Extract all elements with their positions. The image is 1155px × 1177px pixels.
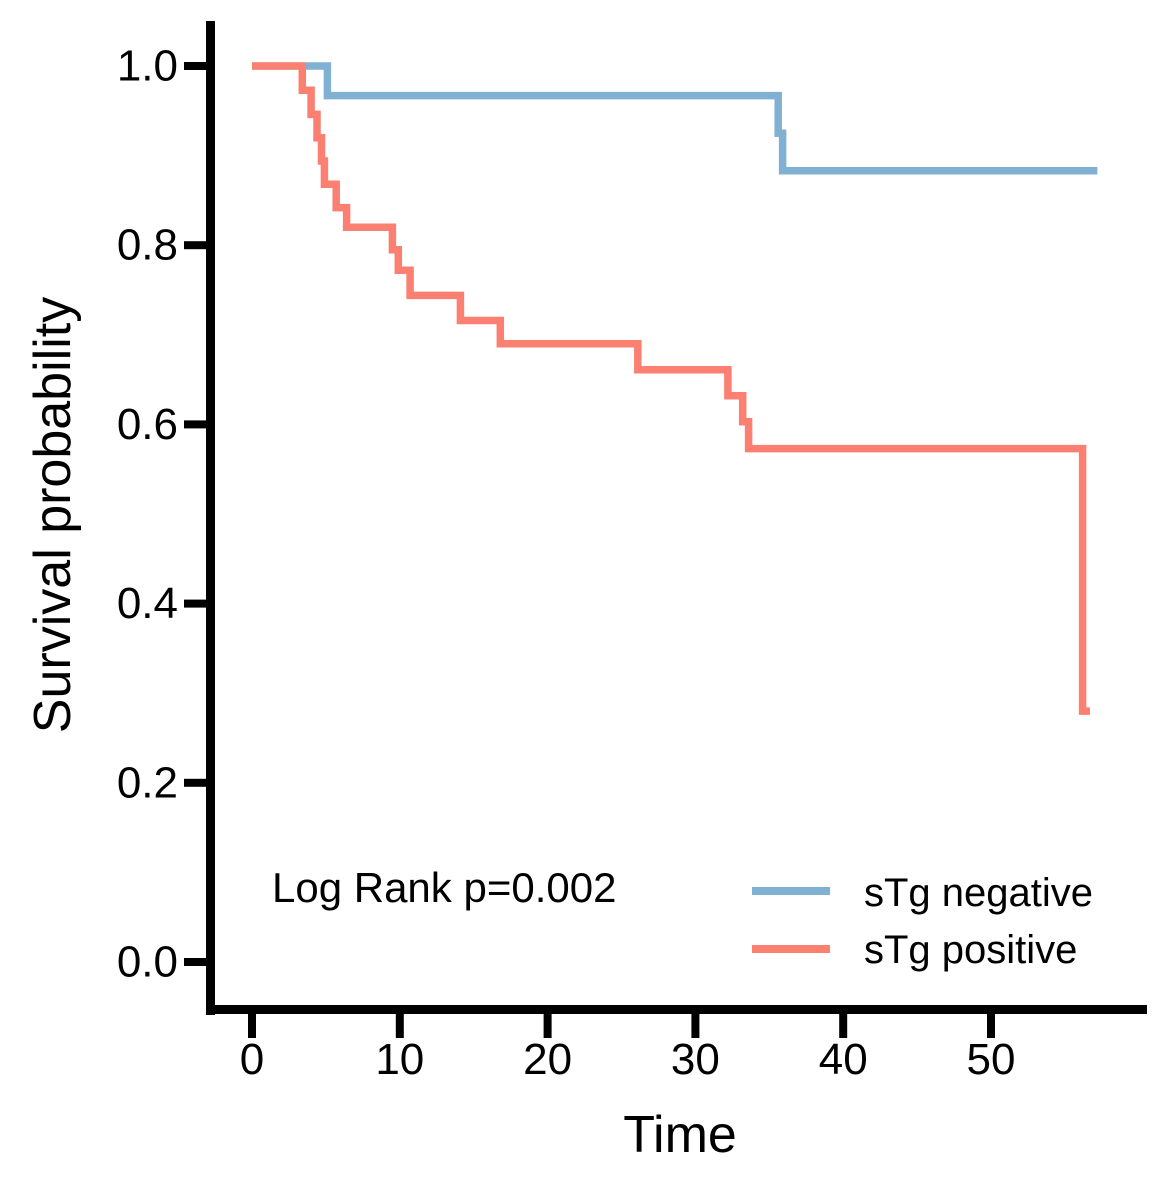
- y-axis-ticks: 0.0 0.2 0.4 0.6 0.8 1.0: [117, 42, 206, 987]
- y-tick-label: 0.2: [117, 758, 178, 807]
- x-tick: [248, 1013, 256, 1038]
- legend-label-stg-negative: sTg negative: [864, 871, 1093, 915]
- log-rank-annotation: Log Rank p=0.002: [272, 864, 616, 911]
- survival-curves: [252, 62, 1098, 715]
- y-tick-label: 0.0: [117, 938, 178, 987]
- x-tick-label: 40: [819, 1035, 868, 1084]
- y-tick: [184, 62, 206, 70]
- y-tick-label: 0.6: [117, 400, 178, 449]
- y-axis-spine: [206, 21, 215, 1015]
- x-axis-title: Time: [623, 1106, 737, 1164]
- x-tick: [839, 1013, 848, 1038]
- legend: sTg negative sTg positive: [752, 871, 1093, 972]
- y-axis-title: Survival probability: [24, 297, 82, 733]
- x-axis-ticks: 0 10 20 30 40 50: [240, 1013, 1016, 1084]
- survival-curve-stg-negative: [252, 62, 1098, 175]
- x-tick-label: 20: [523, 1035, 572, 1084]
- axes: 0.0 0.2 0.4 0.6 0.8 1.0 0 10 20 30 40 50: [117, 21, 1147, 1084]
- y-tick-label: 1.0: [117, 42, 178, 91]
- x-tick: [691, 1013, 700, 1038]
- x-tick-label: 10: [375, 1035, 424, 1084]
- y-tick: [184, 599, 206, 608]
- x-tick: [543, 1013, 552, 1038]
- y-tick: [184, 241, 206, 250]
- x-axis-spine: [206, 1005, 1147, 1014]
- y-tick-label: 0.8: [117, 221, 178, 270]
- y-tick: [184, 958, 206, 966]
- survival-curve-stg-positive: [252, 62, 1090, 715]
- y-tick: [184, 778, 206, 787]
- x-tick: [395, 1013, 404, 1038]
- legend-label-stg-positive: sTg positive: [864, 928, 1077, 972]
- x-tick-label: 50: [967, 1035, 1016, 1084]
- y-tick-label: 0.4: [117, 579, 178, 628]
- x-tick: [987, 1013, 995, 1038]
- x-tick-label: 30: [671, 1035, 720, 1084]
- x-tick-label: 0: [240, 1035, 264, 1084]
- y-tick: [184, 420, 206, 429]
